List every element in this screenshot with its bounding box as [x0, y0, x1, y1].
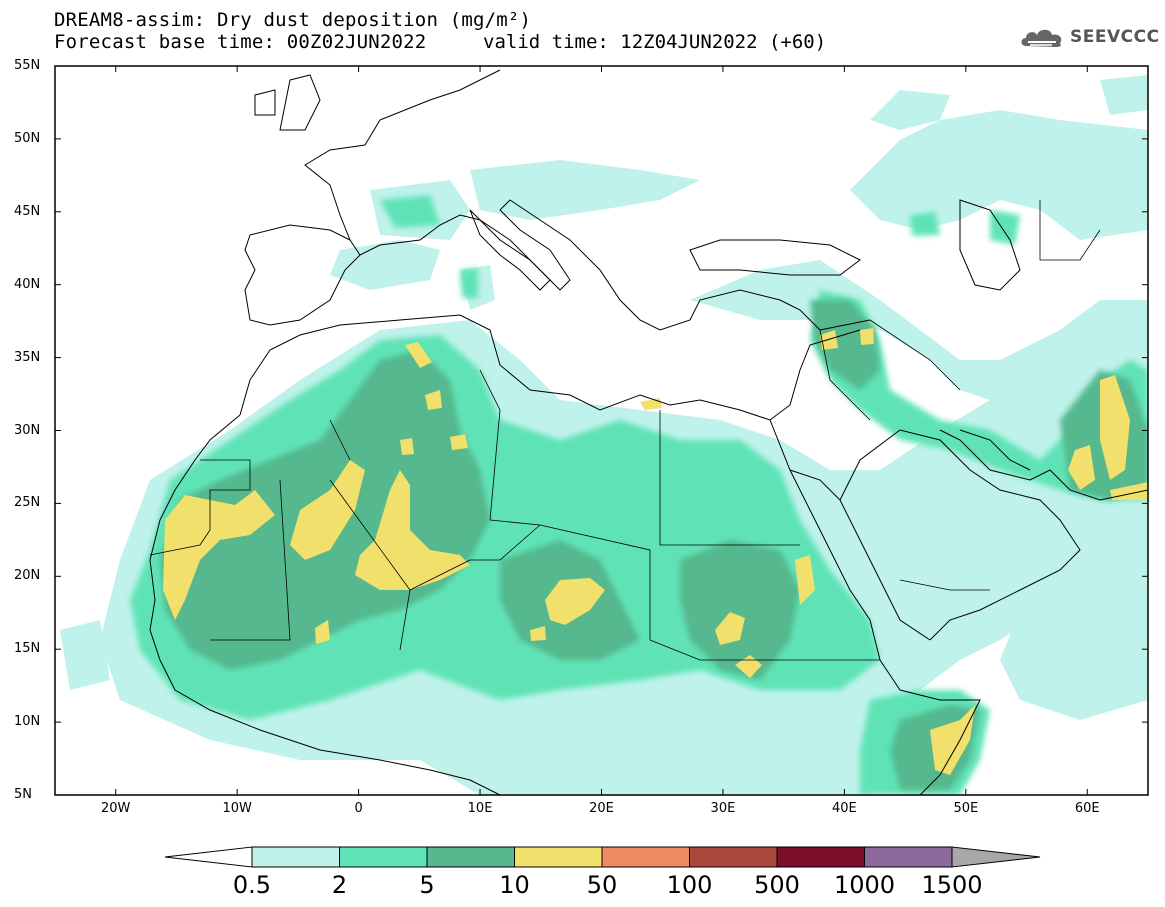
- lat-tick-label: 30N: [14, 422, 41, 438]
- colorbar-segment: [339, 846, 428, 868]
- lon-tick-label: 10W: [222, 801, 252, 816]
- lat-tick-label: 10N: [14, 714, 41, 730]
- deposition-fields: [60, 75, 1148, 795]
- colorbar-segment: [864, 846, 953, 868]
- lon-tick-label: 60E: [1074, 801, 1100, 816]
- colorbar-label: 100: [666, 871, 713, 899]
- colorbar-segment: [689, 846, 778, 868]
- lon-tick-label: 0: [354, 801, 363, 816]
- lon-tick-label: 20W: [101, 801, 131, 816]
- lat-ticks: [55, 65, 1148, 796]
- colorbar-label: 10: [499, 871, 530, 899]
- logo-text: SEEVCCC: [1070, 27, 1160, 47]
- colorbar-label: 500: [754, 871, 800, 899]
- lat-tick-label: 45N: [14, 203, 41, 219]
- lat-tick-label: 35N: [14, 349, 41, 365]
- lon-tick-label: 30E: [710, 801, 736, 816]
- colorbar-label: 1500: [921, 871, 983, 899]
- lat-tick-label: 25N: [14, 495, 41, 511]
- lat-tick-label: 15N: [14, 641, 41, 657]
- lon-tick-label: 10E: [467, 801, 493, 816]
- colorbar-label: 1000: [833, 871, 896, 899]
- map-title: DREAM8-assim: Dry dust deposition (mg/m²…: [54, 9, 532, 31]
- colorbar-segment: [426, 846, 515, 868]
- colorbar: [164, 846, 1041, 868]
- colorbar-segment: [776, 846, 865, 868]
- seevccc-logo: SEEVCCC: [1018, 24, 1160, 50]
- valid-time: valid time: 12Z04JUN2022 (+60): [483, 31, 827, 53]
- forecast-base-time: Forecast base time: 00Z02JUN2022: [54, 31, 427, 53]
- cloud-icon: [1021, 29, 1062, 47]
- lat-tick-label: 40N: [14, 276, 41, 292]
- lon-tick-label: 40E: [831, 801, 857, 816]
- lon-tick-label: 20E: [589, 801, 614, 816]
- colorbar-label: 50: [586, 871, 618, 899]
- colorbar-segment: [251, 846, 340, 868]
- colorbar-label: 2: [331, 871, 348, 899]
- lat-tick-label: 55N: [14, 58, 41, 73]
- lat-tick-label: 50N: [14, 130, 41, 146]
- lon-ticks: [115, 66, 1088, 795]
- colorbar-over-triangle: [951, 846, 1041, 868]
- colorbar-segment: [514, 846, 603, 868]
- colorbar-under-triangle: [164, 846, 253, 868]
- lat-tick-label: 20N: [14, 568, 41, 584]
- colorbar-label: 0.5: [232, 871, 272, 899]
- colorbar-segment: [601, 846, 690, 868]
- lat-tick-label: 5N: [14, 787, 32, 802]
- country-borders: [149, 200, 1101, 661]
- lon-tick-label: 50E: [953, 801, 979, 816]
- colorbar-label: 5: [419, 871, 435, 899]
